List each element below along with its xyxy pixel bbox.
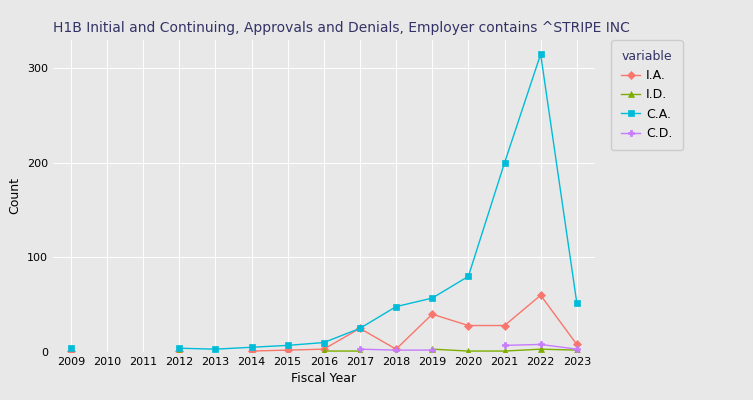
I.D. — [572, 348, 581, 352]
C.A. — [464, 274, 473, 279]
I.D. — [500, 349, 509, 354]
C.A. — [428, 296, 437, 300]
I.A. — [175, 349, 184, 354]
C.A. — [500, 160, 509, 165]
I.A. — [572, 342, 581, 347]
Line: C.A.: C.A. — [68, 52, 580, 352]
C.A. — [319, 340, 328, 345]
I.D. — [175, 349, 184, 354]
C.D. — [500, 343, 509, 348]
C.D. — [536, 342, 545, 347]
C.A. — [66, 346, 75, 351]
C.A. — [355, 326, 364, 331]
Legend: I.A., I.D., C.A., C.D.: I.A., I.D., C.A., C.D. — [611, 40, 682, 150]
I.A. — [355, 326, 364, 331]
C.D. — [355, 347, 364, 352]
I.D. — [464, 349, 473, 354]
C.A. — [283, 343, 292, 348]
Y-axis label: Count: Count — [8, 178, 21, 214]
C.D. — [392, 348, 401, 352]
C.A. — [536, 52, 545, 56]
Line: C.D.: C.D. — [357, 342, 580, 353]
C.D. — [572, 347, 581, 352]
I.A. — [66, 349, 75, 354]
I.A. — [536, 293, 545, 298]
C.A. — [247, 345, 256, 350]
C.A. — [572, 300, 581, 305]
I.D. — [319, 349, 328, 354]
I.D. — [355, 349, 364, 354]
I.A. — [392, 347, 401, 352]
I.A. — [500, 323, 509, 328]
I.A. — [428, 312, 437, 316]
Text: H1B Initial and Continuing, Approvals and Denials, Employer contains ^STRIPE INC: H1B Initial and Continuing, Approvals an… — [53, 21, 630, 35]
I.D. — [536, 347, 545, 352]
C.A. — [211, 347, 220, 352]
I.A. — [319, 347, 328, 352]
I.A. — [464, 323, 473, 328]
I.A. — [247, 349, 256, 354]
Line: I.A.: I.A. — [68, 292, 580, 354]
X-axis label: Fiscal Year: Fiscal Year — [291, 372, 356, 386]
C.A. — [175, 346, 184, 351]
I.D. — [428, 347, 437, 352]
C.D. — [428, 348, 437, 352]
C.A. — [392, 304, 401, 309]
I.A. — [283, 348, 292, 352]
Line: I.D.: I.D. — [176, 346, 580, 354]
